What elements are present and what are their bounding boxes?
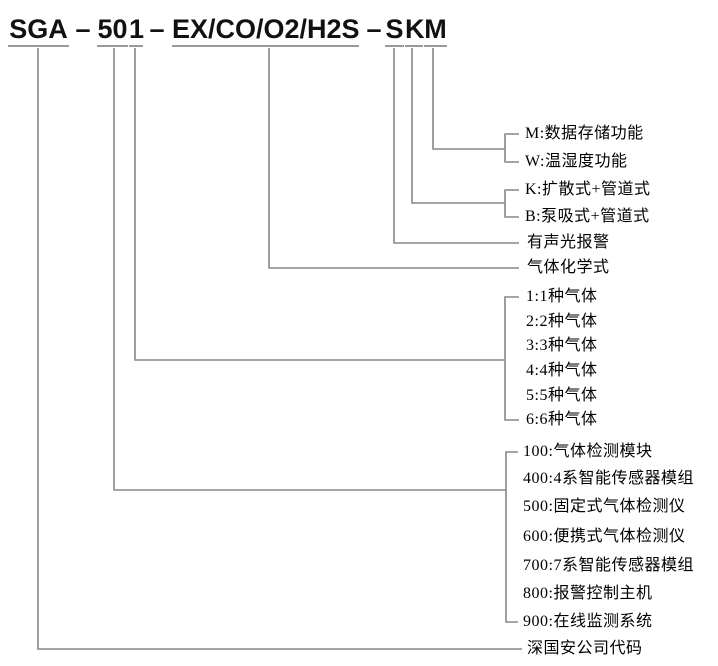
bracket-gas-count (504, 296, 519, 421)
code-separator-dash: – (366, 14, 382, 44)
legend-row-gas-count-4: 4:4种气体 (526, 362, 598, 379)
code-suffix-k: K (405, 14, 425, 47)
legend-row-function-w: W:温湿度功能 (525, 153, 628, 170)
code-series: 50 (97, 14, 128, 47)
code-gas-count-digit: 1 (129, 14, 144, 47)
line-suffix-s (393, 48, 519, 244)
legend-row-series-500: 500:固定式气体检测仪 (523, 498, 686, 515)
legend-row-gas-count-2: 2:2种气体 (526, 313, 598, 330)
legend-row-gas-formula: 气体化学式 (527, 259, 610, 276)
legend-row-series-900: 900:在线监测系统 (523, 613, 653, 630)
code-separator-dash: – (75, 14, 91, 44)
legend-row-sampling-b: B:泵吸式+管道式 (525, 208, 650, 225)
legend-row-gas-count-5: 5:5种气体 (526, 387, 598, 404)
legend-row-series-400: 400:4系智能传感器模组 (523, 470, 694, 487)
legend-row-gas-count-6: 6:6种气体 (526, 411, 598, 428)
code-separator-dash: – (149, 14, 165, 44)
legend-row-gas-count-1: 1:1种气体 (526, 288, 598, 305)
code-suffix-m: M (424, 14, 447, 47)
legend-row-series-100: 100:气体检测模块 (523, 443, 653, 460)
code-suffix-s: S (385, 14, 404, 47)
legend-row-gas-count-3: 3:3种气体 (526, 337, 598, 354)
line-prefix-sga (37, 48, 522, 650)
legend-row-series-800: 800:报警控制主机 (523, 585, 653, 602)
code-prefix: SGA (8, 14, 69, 47)
code-gas-formula: EX/CO/O2/H2S (172, 14, 360, 47)
bracket-sampling (504, 189, 519, 218)
line-gas-count-1 (134, 48, 505, 361)
line-gas-formula (268, 48, 519, 269)
bracket-product-series (505, 451, 518, 623)
line-suffix-k (411, 48, 505, 204)
legend-row-sampling-k: K:扩散式+管道式 (525, 181, 651, 198)
line-series-50 (113, 48, 506, 491)
legend-row-function-m: M:数据存储功能 (525, 125, 644, 142)
legend-row-company-code: 深国安公司代码 (527, 640, 643, 657)
line-suffix-m (432, 48, 505, 150)
legend-row-series-700: 700:7系智能传感器模组 (523, 557, 694, 574)
bracket-function (504, 133, 519, 163)
legend-row-series-600: 600:便携式气体检测仪 (523, 528, 686, 545)
legend-row-alarm: 有声光报警 (527, 234, 610, 251)
